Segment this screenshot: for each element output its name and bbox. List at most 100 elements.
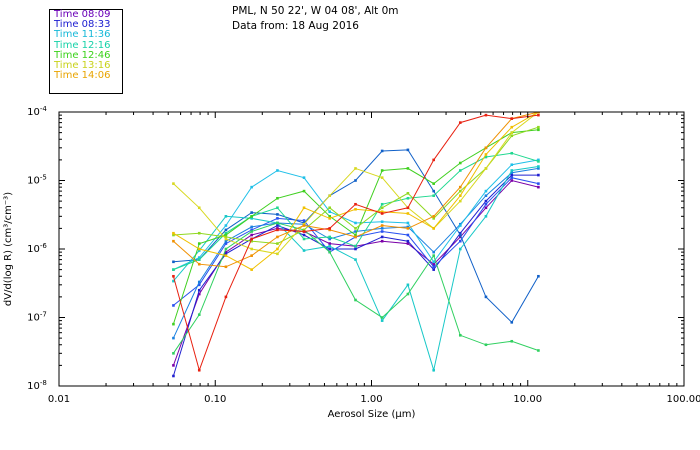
data-point [537,165,540,168]
data-point [276,227,279,230]
data-point [224,252,228,256]
x-tick-label: 0.01 [48,394,70,405]
data-point [224,237,228,241]
data-point [537,349,540,352]
data-point [172,374,175,378]
data-point [250,228,253,232]
data-point [197,288,201,292]
data-point [250,237,253,241]
data-point [537,173,540,177]
data-point [250,230,253,233]
data-point [354,167,357,170]
data-point [406,192,410,195]
data-point [432,268,435,271]
station-header: PML, N 50 22', W 04 08', Alt 0m [232,5,399,17]
data-point [510,169,514,172]
data-point [250,268,253,271]
data-point [406,233,410,237]
data-point [328,247,331,251]
data-point [197,249,201,252]
date-header: Data from: 18 Aug 2016 [232,20,359,32]
data-point [406,206,410,210]
data-point [224,231,228,235]
data-point [328,206,331,210]
data-point [250,185,253,189]
data-point [484,155,488,159]
data-point [276,196,279,200]
data-point [380,224,384,227]
data-point [432,194,435,197]
data-point [172,233,175,237]
data-point [458,185,462,189]
data-point [224,224,228,227]
data-point [224,228,228,232]
data-point [537,125,540,129]
data-point [302,219,306,222]
data-point [406,283,410,287]
data-point [276,169,279,172]
data-point [250,217,253,220]
data-point [432,189,435,193]
data-point [354,221,357,225]
data-point [197,247,201,251]
data-point [276,206,279,210]
data-point [380,210,384,214]
data-point [458,121,462,124]
data-point [537,112,540,114]
y-tick-label: 10-5 [27,174,47,187]
data-point [458,194,462,197]
data-point [537,160,540,163]
series-group [172,112,540,378]
data-point [432,227,435,230]
data-point [354,247,357,251]
legend-item: Time 11:36 [54,29,111,41]
data-point [510,134,514,138]
y-axis-label: dV/d(log R) (cm³/cm⁻³) [3,192,14,306]
data-point [537,274,540,278]
data-point [276,217,279,220]
data-point [484,153,488,156]
data-point [380,202,384,206]
data-point [276,213,279,216]
data-point [197,368,201,372]
data-point [197,231,201,235]
legend-item: Time 14:06 [54,70,111,82]
data-point [406,227,410,230]
data-point [250,233,253,237]
data-point [172,231,175,235]
data-point [484,146,488,150]
data-point [380,169,384,172]
data-point [224,254,228,257]
data-point [458,224,462,227]
data-point [172,239,175,243]
data-point [172,274,175,278]
data-point [276,221,279,225]
data-point [250,225,253,229]
data-point [302,230,306,233]
data-point [484,343,488,347]
data-point [197,313,201,316]
series-line [173,166,539,373]
data-point [276,224,279,227]
data-point [224,215,228,218]
data-point [432,182,435,185]
data-point [458,235,462,239]
data-point [172,364,175,367]
data-point [302,224,306,227]
data-point [458,231,462,235]
data-point [484,202,488,206]
data-point [224,265,228,269]
data-point [432,250,435,254]
data-point [432,215,435,218]
data-point [250,215,253,218]
data-point [484,295,488,299]
data-point [354,227,357,230]
data-point [484,189,488,193]
data-point [537,113,540,117]
data-point [406,225,410,229]
legend-item: Time 08:33 [54,19,111,31]
data-point [302,206,306,210]
data-point [302,222,306,226]
data-point [302,249,306,252]
data-point [172,336,175,340]
